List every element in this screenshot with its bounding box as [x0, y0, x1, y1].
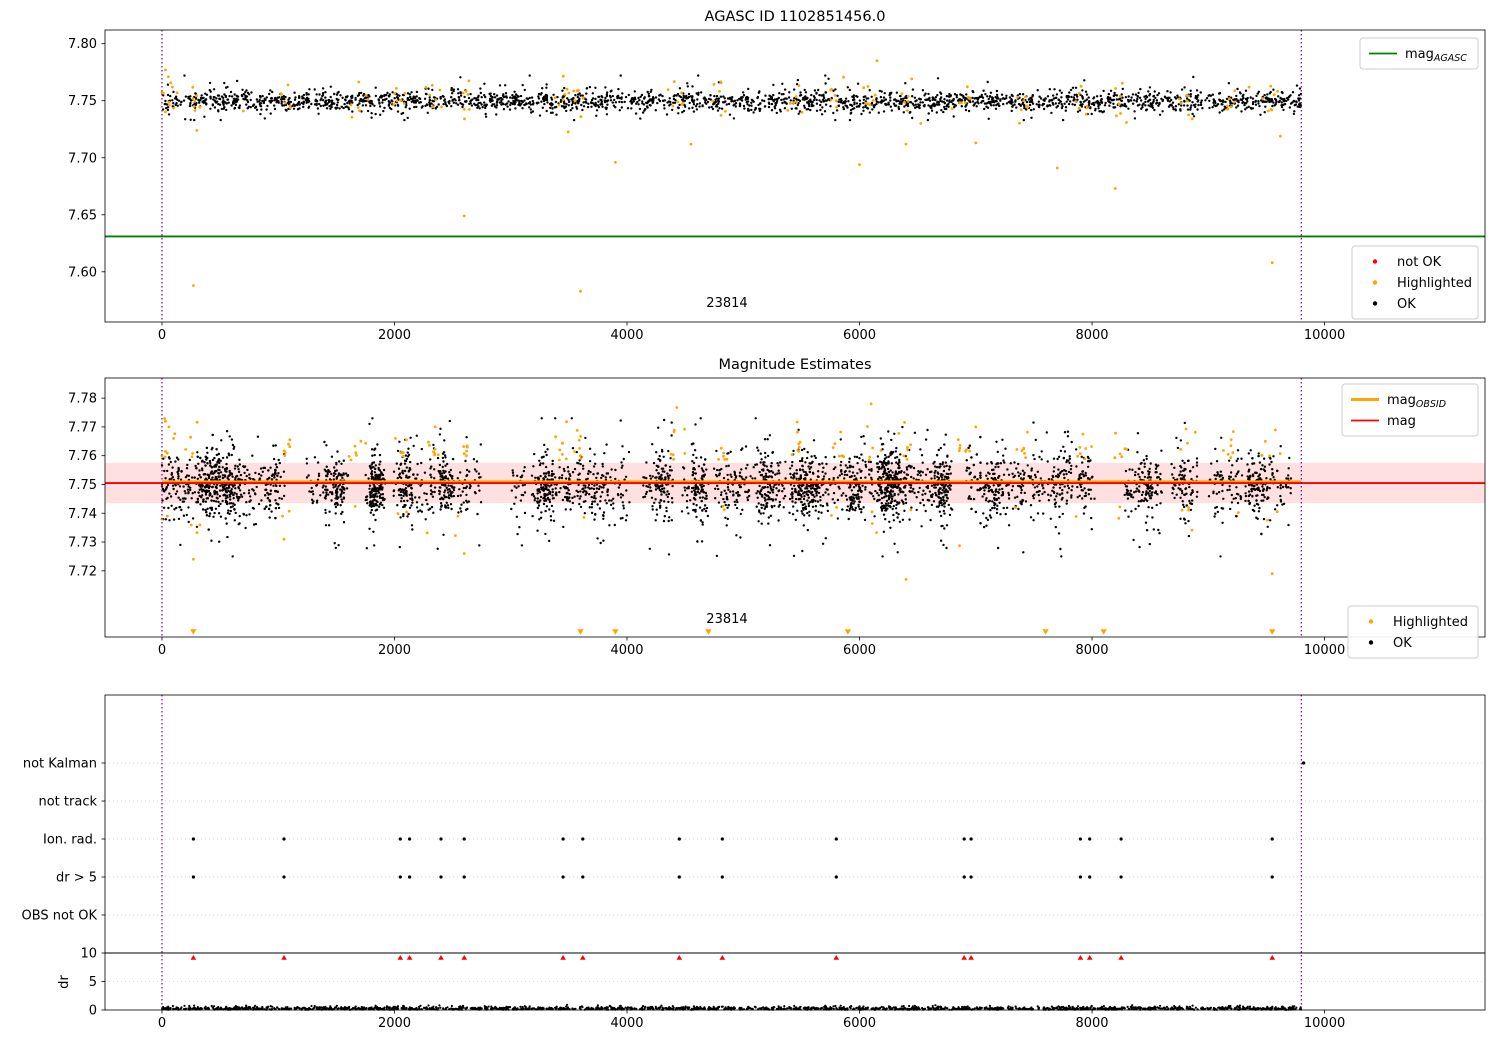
y-tick-label: 7.75 — [68, 94, 97, 109]
plot-flags-dr: 0 2000 4000 6000 8000 10000 not Kalman not trac… — [22, 694, 1486, 1031]
plot3-not-ok-points — [190, 954, 1276, 960]
flag-category-label: dr > 5 — [56, 871, 97, 886]
plot1-obsid-annotation: 23814 — [706, 296, 747, 311]
dr-tick-label: 10 — [80, 947, 97, 962]
x-tick-label: 6000 — [843, 328, 876, 343]
x-tick-label: 0 — [158, 643, 166, 658]
legend-label: OK — [1397, 297, 1416, 312]
flag-category-label: not Kalman — [23, 757, 97, 772]
plot1-line-legend: magAGASC — [1359, 37, 1479, 70]
plot2-marker-legend: Highlighted OK — [1347, 605, 1479, 659]
y-tick-label: 7.80 — [68, 37, 97, 52]
legend-label: OK — [1393, 636, 1412, 651]
y-tick-label: 7.78 — [68, 392, 97, 407]
plot2-title: Magnitude Estimates — [718, 357, 871, 373]
plot-mag-estimates: Magnitude Estimates 0 2000 4000 6000 8000 1000… — [68, 357, 1486, 659]
x-tick-label: 2000 — [378, 1016, 411, 1031]
legend-label: Highlighted — [1393, 615, 1468, 630]
x-tick-label: 6000 — [843, 643, 876, 658]
x-tick-label: 0 — [158, 1016, 166, 1031]
flag-category-label: OBS not OK — [22, 909, 98, 924]
dr-axis-label: dr — [57, 975, 72, 989]
dr-tick-label: 0 — [89, 1004, 97, 1019]
legend-label: magAGASC — [1405, 47, 1467, 64]
axes-spine — [104, 694, 1486, 1011]
axes-spine — [104, 29, 1486, 323]
y-tick-label: 7.73 — [68, 536, 97, 551]
legend-label: not OK — [1397, 255, 1442, 270]
legend-label: magOBSID — [1387, 393, 1446, 410]
flag-category-label: not track — [38, 795, 97, 810]
flag-category-label: Ion. rad. — [43, 833, 97, 848]
x-tick-label: 0 — [158, 328, 166, 343]
x-tick-label: 8000 — [1075, 328, 1108, 343]
plot2-highlighted-points — [160, 402, 1282, 581]
plot1-title: AGASC ID 1102851456.0 — [705, 9, 886, 25]
y-tick-label: 7.70 — [68, 151, 97, 166]
x-tick-label: 10000 — [1304, 1016, 1345, 1031]
y-tick-label: 7.74 — [68, 507, 97, 522]
x-tick-label: 8000 — [1075, 643, 1108, 658]
plot2-obsid-annotation: 23814 — [706, 612, 747, 627]
y-tick-label: 7.76 — [68, 449, 97, 464]
x-tick-label: 2000 — [378, 328, 411, 343]
plot1-ok-points — [160, 74, 1303, 122]
x-tick-label: 10000 — [1304, 643, 1345, 658]
plot3-flag-points — [191, 761, 1306, 879]
legend-label: Highlighted — [1397, 276, 1472, 291]
y-tick-label: 7.60 — [68, 265, 97, 280]
x-tick-label: 10000 — [1304, 328, 1345, 343]
x-tick-label: 2000 — [378, 643, 411, 658]
x-tick-label: 4000 — [610, 1016, 643, 1031]
x-tick-label: 6000 — [843, 1016, 876, 1031]
plot2-line-legend: magOBSID mag — [1341, 383, 1479, 437]
plot1-highlighted-points — [160, 59, 1282, 293]
plot1-marker-legend: not OK Highlighted OK — [1351, 245, 1479, 320]
y-tick-label: 7.75 — [68, 478, 97, 493]
axes-spine — [104, 377, 1486, 638]
y-tick-label: 7.77 — [68, 420, 97, 435]
x-tick-label: 4000 — [610, 328, 643, 343]
y-tick-label: 7.65 — [68, 208, 97, 223]
x-tick-label: 4000 — [610, 643, 643, 658]
legend-label: mag — [1387, 414, 1416, 429]
plot2-clipped-markers — [190, 629, 1276, 635]
y-tick-label: 7.72 — [68, 564, 97, 579]
plot-agasc-mag: AGASC ID 1102851456.0 0 2000 4000 6000 8000 10… — [68, 9, 1486, 343]
dr-tick-label: 5 — [89, 975, 97, 990]
x-tick-label: 8000 — [1075, 1016, 1108, 1031]
